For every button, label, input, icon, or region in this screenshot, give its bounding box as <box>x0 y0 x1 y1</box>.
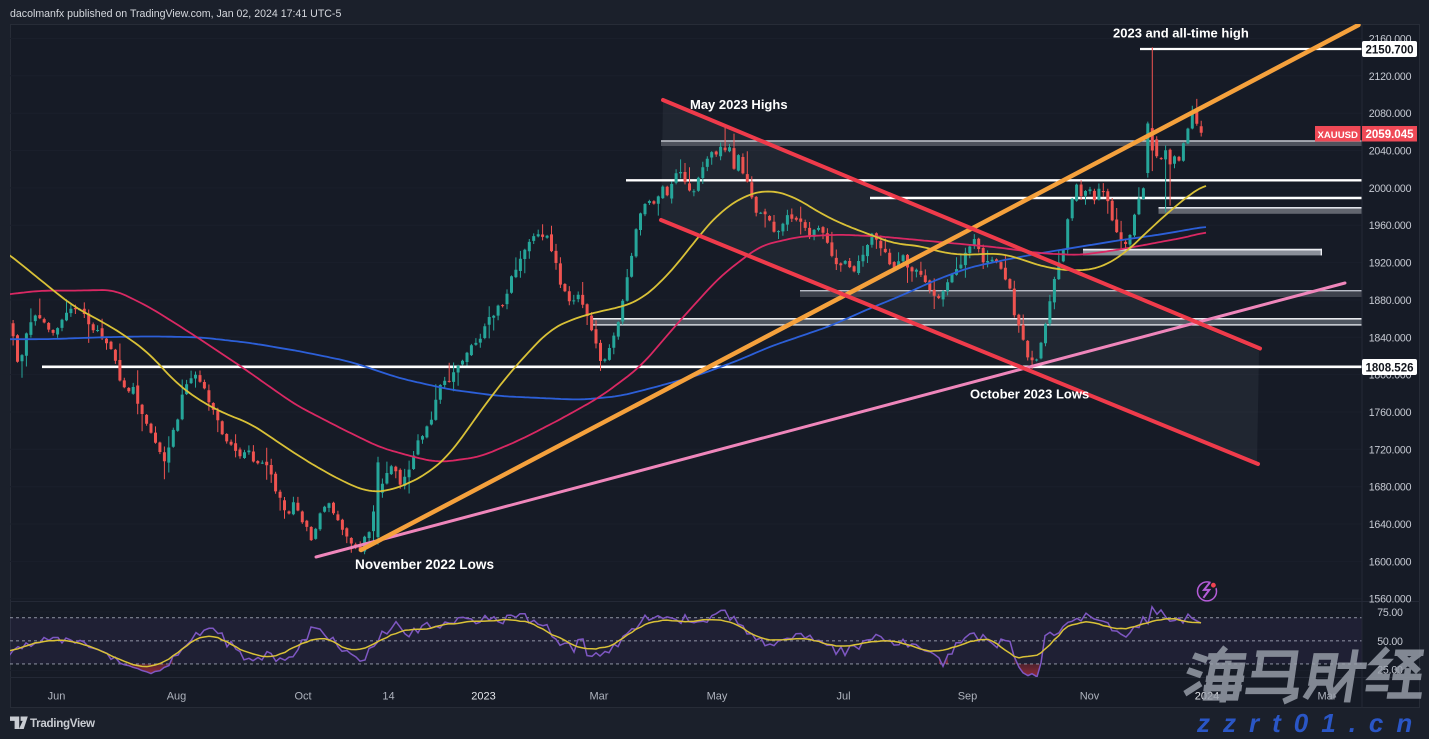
svg-text:2120.000: 2120.000 <box>1369 71 1412 83</box>
svg-text:October 2023 Lows: October 2023 Lows <box>970 387 1089 402</box>
svg-text:Mar: Mar <box>590 691 609 703</box>
svg-text:1840.000: 1840.000 <box>1369 332 1412 344</box>
svg-text:dacolmanfx published on Tradin: dacolmanfx published on TradingView.com,… <box>10 8 341 20</box>
svg-text:1920.000: 1920.000 <box>1369 258 1412 270</box>
svg-text:May 2023 Highs: May 2023 Highs <box>690 97 788 112</box>
svg-text:XAUUSD: XAUUSD <box>1317 130 1358 141</box>
svg-text:1560.000: 1560.000 <box>1369 594 1412 606</box>
svg-text:1640.000: 1640.000 <box>1369 519 1412 531</box>
svg-text:2023 and all-time high: 2023 and all-time high <box>1113 26 1249 41</box>
svg-text:2059.045: 2059.045 <box>1366 129 1415 141</box>
svg-text:2040.000: 2040.000 <box>1369 146 1412 158</box>
svg-text:75.00: 75.00 <box>1377 607 1403 619</box>
svg-text:50.00: 50.00 <box>1377 636 1403 648</box>
svg-text:TradingView: TradingView <box>30 717 96 730</box>
svg-text:Oct: Oct <box>294 691 311 703</box>
svg-text:May: May <box>707 691 728 703</box>
svg-text:1960.000: 1960.000 <box>1369 220 1412 232</box>
svg-text:2000.000: 2000.000 <box>1369 183 1412 195</box>
svg-text:2150.700: 2150.700 <box>1366 45 1414 57</box>
svg-text:Nov: Nov <box>1080 691 1100 703</box>
svg-text:2023: 2023 <box>471 691 495 703</box>
svg-text:Jul: Jul <box>836 691 850 703</box>
svg-text:1600.000: 1600.000 <box>1369 556 1412 568</box>
svg-text:zzrt01.cn: zzrt01.cn <box>1196 708 1425 738</box>
svg-text:1680.000: 1680.000 <box>1369 482 1412 494</box>
svg-text:2080.000: 2080.000 <box>1369 108 1412 120</box>
svg-text:Aug: Aug <box>167 691 187 703</box>
svg-text:1808.526: 1808.526 <box>1366 363 1414 375</box>
svg-text:Jun: Jun <box>48 691 66 703</box>
svg-text:1720.000: 1720.000 <box>1369 444 1412 456</box>
svg-text:14: 14 <box>382 691 394 703</box>
svg-text:1760.000: 1760.000 <box>1369 407 1412 419</box>
svg-text:November 2022 Lows: November 2022 Lows <box>355 557 494 572</box>
svg-text:1880.000: 1880.000 <box>1369 295 1412 307</box>
svg-text:Sep: Sep <box>958 691 978 703</box>
